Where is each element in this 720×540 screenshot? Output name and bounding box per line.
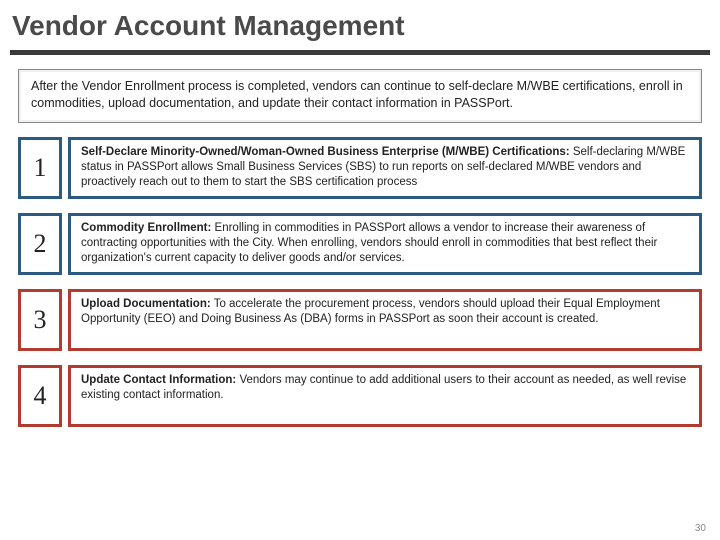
list-item: 4 Update Contact Information: Vendors ma… xyxy=(18,365,702,427)
item-description: Commodity Enrollment: Enrolling in commo… xyxy=(68,213,702,275)
list-item: 3 Upload Documentation: To accelerate th… xyxy=(18,289,702,351)
list-item: 1 Self-Declare Minority-Owned/Woman-Owne… xyxy=(18,137,702,199)
item-heading: Commodity Enrollment: xyxy=(81,222,211,234)
item-description: Self-Declare Minority-Owned/Woman-Owned … xyxy=(68,137,702,199)
item-number: 3 xyxy=(18,289,62,351)
intro-box: After the Vendor Enrollment process is c… xyxy=(18,69,702,123)
item-number: 2 xyxy=(18,213,62,275)
item-number: 1 xyxy=(18,137,62,199)
item-heading: Upload Documentation: xyxy=(81,298,211,310)
item-heading: Update Contact Information: xyxy=(81,374,236,386)
title-underline xyxy=(10,50,710,55)
intro-text: After the Vendor Enrollment process is c… xyxy=(21,72,699,120)
page-number: 30 xyxy=(695,523,706,534)
list-item: 2 Commodity Enrollment: Enrolling in com… xyxy=(18,213,702,275)
item-description: Upload Documentation: To accelerate the … xyxy=(68,289,702,351)
page-title: Vendor Account Management xyxy=(0,0,720,50)
item-list: 1 Self-Declare Minority-Owned/Woman-Owne… xyxy=(18,137,702,427)
item-description: Update Contact Information: Vendors may … xyxy=(68,365,702,427)
item-heading: Self-Declare Minority-Owned/Woman-Owned … xyxy=(81,146,570,158)
item-number: 4 xyxy=(18,365,62,427)
